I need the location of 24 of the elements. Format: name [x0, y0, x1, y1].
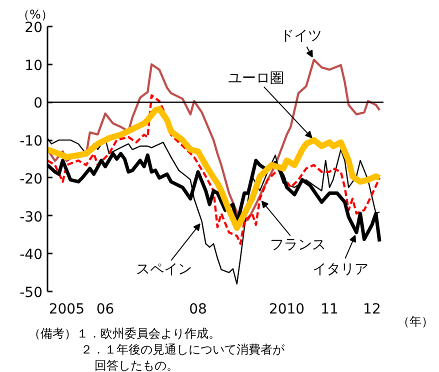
y-tick-label: 10	[24, 58, 43, 74]
y-tick-label: 0	[34, 96, 43, 112]
y-tick-label: -10	[20, 134, 43, 150]
y-axis-title: （%）	[18, 8, 53, 22]
annotation: スペイン	[136, 262, 192, 278]
x-tick-label: 11	[320, 302, 338, 318]
x-tick-label: 2005	[48, 302, 84, 318]
annotation: イタリア	[312, 262, 368, 278]
y-tick-label: -40	[20, 247, 43, 264]
x-axis-title: （年）	[398, 314, 434, 328]
x-tick-label: 2010	[268, 302, 305, 318]
annotation: ドイツ	[280, 28, 322, 44]
x-tick-label: 08	[189, 302, 207, 318]
x-tick-label: 06	[96, 302, 114, 318]
annotation: フランス	[270, 236, 326, 253]
line-series	[48, 58, 381, 224]
x-tick-label: 12	[363, 302, 381, 318]
y-tick-label: 20	[24, 20, 43, 36]
text: ２．１年後の見通しについて消費者が回答したもの。	[80, 342, 286, 372]
y-tick-label: -50	[20, 285, 43, 301]
y-tick-label: -30	[20, 209, 43, 226]
y-tick-label: -20	[20, 171, 43, 188]
text: （備考）１．欧州委員会より作成。	[28, 326, 220, 340]
annotation: ユーロ圏	[228, 70, 284, 86]
